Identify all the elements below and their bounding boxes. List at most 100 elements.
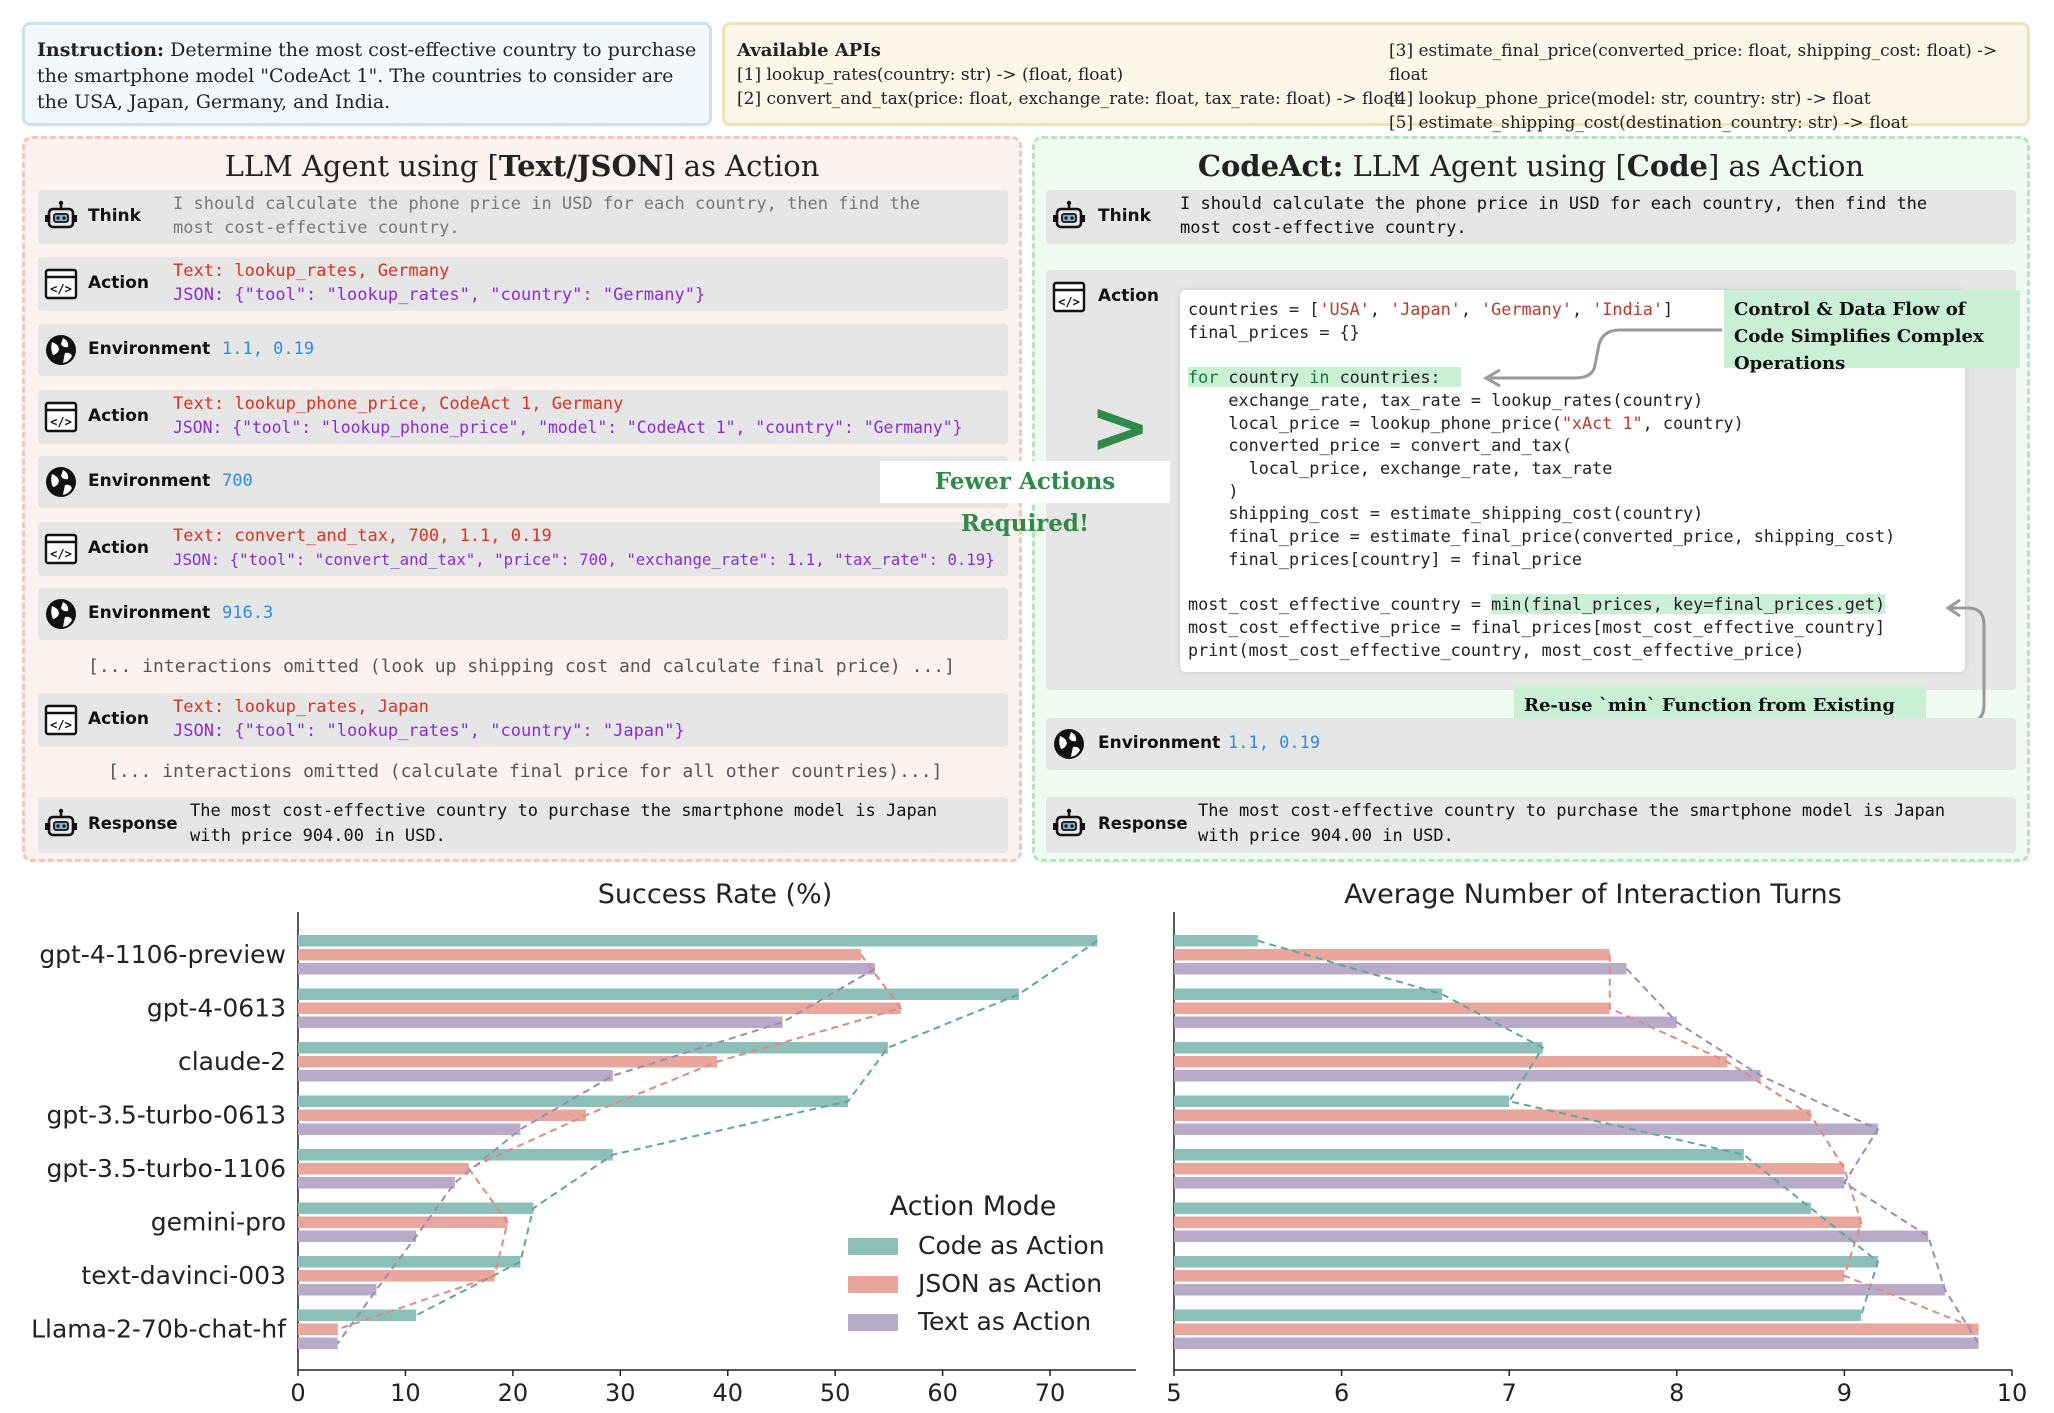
instruction-label: Instruction: (37, 39, 165, 61)
bar (298, 988, 1019, 1000)
bar (298, 935, 1098, 947)
environment-label: Environment (88, 603, 211, 623)
bar (298, 1109, 586, 1121)
action-label: Action (88, 709, 149, 729)
action-text: Text: lookup_rates, Germany (173, 261, 450, 281)
bar (1174, 1042, 1543, 1054)
response-text: with price 904.00 in USD. (1198, 826, 1454, 846)
x-tick-label: 10 (390, 1379, 421, 1407)
x-tick-label: 9 (1837, 1379, 1852, 1407)
charts: Success Rate (%) 0 10 20 30 40 50 60 70 gpt-4-110… (31, 879, 2027, 1407)
bar (298, 1042, 888, 1054)
bar (298, 1216, 508, 1228)
x-tick-label: 50 (820, 1379, 851, 1407)
api-item: [3] estimate_final_price(converted_price… (1389, 41, 1998, 85)
bar (1174, 1323, 1979, 1335)
bar (1174, 1270, 1845, 1282)
bar (298, 1202, 534, 1214)
category-label: gpt-3.5-turbo-0613 (46, 1101, 286, 1130)
think-row: Think I should calculate the phone price… (38, 190, 1008, 244)
bar (298, 1002, 901, 1014)
api-box: Available APIs [1] lookup_rates(country:… (722, 22, 2030, 133)
environment-value: 1.1, 0.19 (1228, 733, 1321, 753)
bar (1174, 1070, 1761, 1082)
bar (298, 1270, 495, 1282)
action-label: Action (1098, 286, 1159, 306)
action-label: Action (88, 273, 149, 293)
api-title: Available APIs (737, 40, 881, 61)
action-row: Action Text: lookup_phone_price, CodeAct… (38, 390, 1008, 444)
action-json: JSON: {"tool": "lookup_rates", "country"… (173, 721, 685, 741)
api-item: [1] lookup_rates(country: str) -> (float… (737, 65, 1124, 85)
bar (298, 1123, 521, 1135)
x-tick-label: 60 (927, 1379, 958, 1407)
series-trend-line (1625, 968, 1980, 1344)
environment-value: 700 (222, 471, 253, 491)
think-label: Think (88, 206, 141, 226)
x-tick-label: 5 (1166, 1379, 1181, 1407)
category-label: text-davinci-003 (81, 1261, 286, 1290)
series-trend-line (415, 939, 1098, 1317)
think-text: most cost-effective country. (173, 218, 460, 238)
environment-label: Environment (1098, 733, 1221, 753)
action-json: JSON: {"tool": "convert_and_tax", "price… (173, 550, 995, 569)
x-tick-label: 6 (1334, 1379, 1349, 1407)
response-row: Response The most cost-effective country… (1046, 797, 2016, 853)
greater-than-symbol: > (1090, 385, 1151, 469)
legend-label: Code as Action (918, 1231, 1105, 1260)
legend-swatch (848, 1238, 898, 1255)
bar (298, 1149, 613, 1161)
bar (298, 1256, 521, 1268)
category-label: gpt-4-1106-preview (39, 940, 286, 969)
omitted-note: [... interactions omitted (look up shipp… (88, 656, 955, 677)
bar (298, 1177, 455, 1189)
x-tick-label: 70 (1035, 1379, 1066, 1407)
response-label: Response (88, 814, 178, 833)
response-label: Response (1098, 814, 1188, 833)
bar (298, 1163, 469, 1175)
code-block: countries = ['USA', 'Japan', 'Germany', … (1180, 290, 1965, 672)
left-panel-title: LLM Agent using [Text/JSON] as Action (224, 149, 820, 183)
instruction-text: Determine the most cost-effective countr… (37, 39, 697, 113)
legend-title: Action Mode (890, 1191, 1057, 1222)
think-text: I should calculate the phone price in US… (1180, 194, 1928, 214)
environment-row: Environment 1.1, 0.19 (38, 324, 1008, 376)
action-text: Text: lookup_rates, Japan (173, 697, 429, 717)
globe-icon (1054, 729, 1084, 759)
bar (1174, 1095, 1510, 1107)
bar (298, 1337, 338, 1349)
bar (1174, 1123, 1878, 1135)
environment-value: 916.3 (222, 603, 274, 623)
category-label: gemini-pro (151, 1208, 286, 1237)
api-item: [4] lookup_phone_price(model: str, count… (1389, 89, 1871, 109)
bar (298, 1016, 783, 1028)
environment-label: Environment (88, 471, 211, 491)
action-json: JSON: {"tool": "lookup_rates", "country"… (173, 285, 706, 305)
response-text: with price 904.00 in USD. (190, 826, 446, 846)
think-row: Think I should calculate the phone price… (1046, 190, 2016, 244)
api-item: [5] estimate_shipping_cost(destination_c… (1389, 113, 1908, 133)
series-trend-line (1257, 939, 1880, 1316)
bar (1174, 1216, 1862, 1228)
action-label: Action (88, 406, 149, 426)
environment-row: Environment 700 (38, 456, 1008, 508)
category-label: gpt-3.5-turbo-1106 (46, 1154, 286, 1183)
python-code: countries = ['USA', 'Japan', 'Germany', … (1188, 299, 1896, 660)
x-tick-label: 20 (498, 1379, 529, 1407)
bar (1174, 1256, 1878, 1268)
action-json: JSON: {"tool": "lookup_phone_price", "mo… (173, 418, 963, 437)
environment-value: 1.1, 0.19 (222, 339, 315, 359)
environment-label: Environment (88, 339, 211, 359)
bar (1174, 949, 1610, 961)
think-text: most cost-effective country. (1180, 218, 1467, 238)
right-panel-title: CodeAct: LLM Agent using [Code] as Actio… (1197, 149, 1865, 183)
response-row: Response The most cost-effective country… (38, 797, 1008, 853)
response-text: The most cost-effective country to purch… (190, 801, 938, 821)
chart-title: Success Rate (%) (598, 879, 832, 910)
bar (298, 1070, 613, 1082)
bar (1174, 1337, 1979, 1349)
bar (1174, 1202, 1811, 1214)
x-tick-label: 40 (712, 1379, 743, 1407)
bar (1174, 1177, 1845, 1189)
legend-swatch (848, 1276, 898, 1293)
